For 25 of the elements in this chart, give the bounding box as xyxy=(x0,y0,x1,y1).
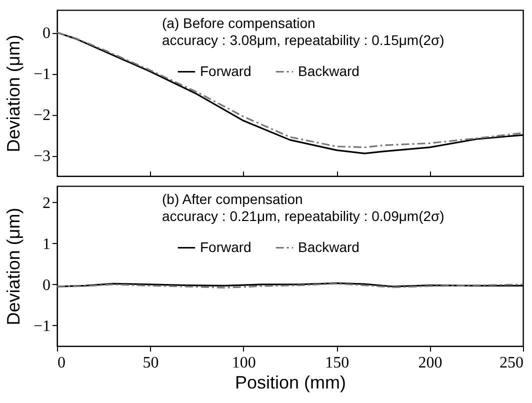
text: accuracy : 0.21μm, repeatability : 0.09μm(2σ) xyxy=(162,208,444,224)
y-tick-label: −1 xyxy=(33,318,50,335)
legend-label: Backward xyxy=(298,238,360,255)
x-tick-label: 50 xyxy=(142,354,159,372)
y-tick-label: 0 xyxy=(42,25,50,42)
x-tick-label: 0 xyxy=(58,354,66,372)
y-tick-label: 1 xyxy=(42,236,50,253)
legend-label: Forward xyxy=(200,238,252,255)
x-tick-label: 100 xyxy=(232,354,256,372)
x-tick-label: 250 xyxy=(500,354,524,372)
legend-label: Forward xyxy=(200,62,252,79)
y-tick-label: −2 xyxy=(33,107,50,124)
legend-label: Backward xyxy=(298,62,360,79)
x-tick-label: 150 xyxy=(325,354,350,372)
chart-title: (b) After compensation xyxy=(162,191,303,207)
y-tick-label: 2 xyxy=(42,194,50,212)
x-axis-title: Position (mm) xyxy=(234,372,346,392)
y-axis-title: Deviation (μm) xyxy=(3,208,24,326)
x-tick-label: 200 xyxy=(418,354,442,372)
y-tick-label: 0 xyxy=(42,276,50,294)
y-axis-title: Deviation (μm) xyxy=(3,34,24,152)
chart-title: (a) Before compensation xyxy=(162,15,316,31)
y-tick-label: −1 xyxy=(33,66,50,84)
text: accuracy : 3.08μm, repeatability : 0.15μm(2σ) xyxy=(162,32,444,48)
y-tick-label: −3 xyxy=(33,148,50,166)
